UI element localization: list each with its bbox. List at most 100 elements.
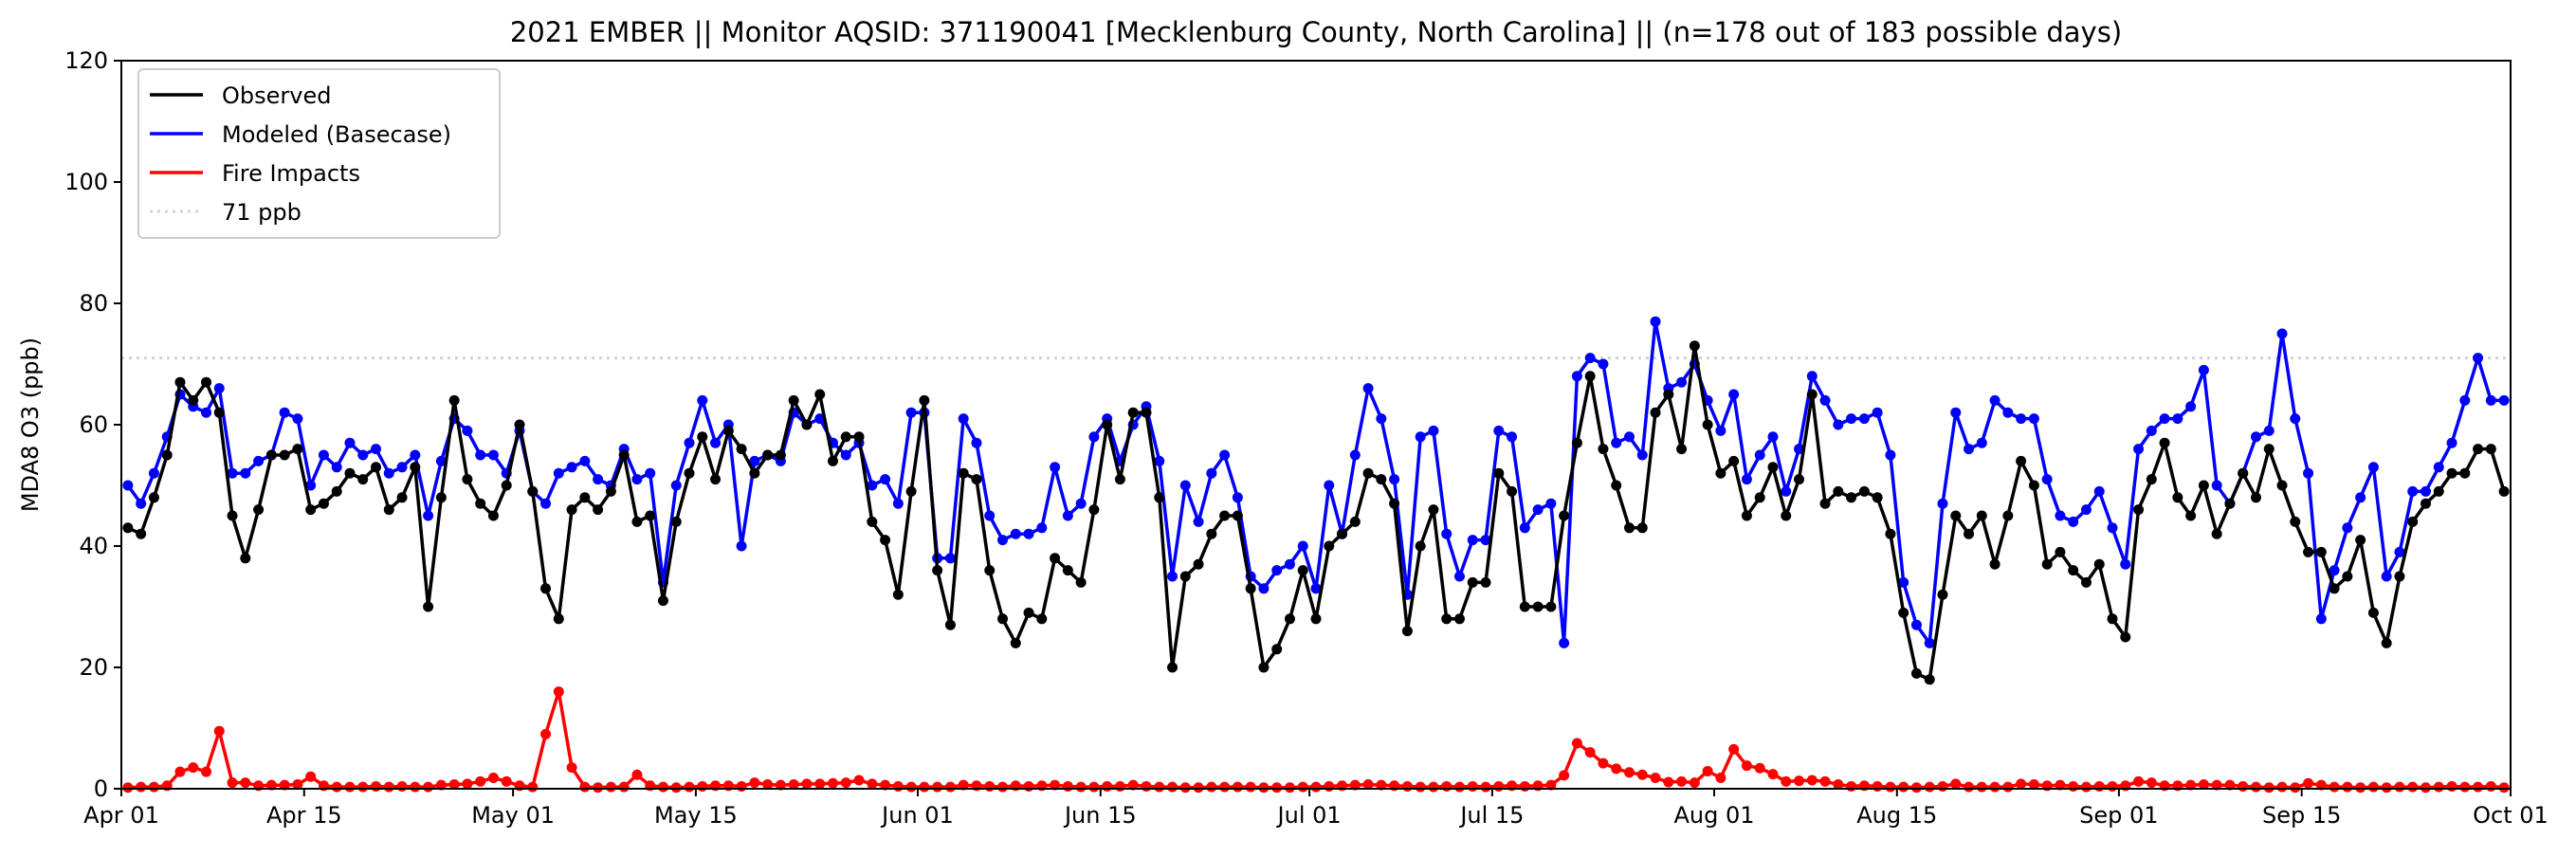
data-point-fire-impacts [1545,779,1557,791]
data-point-fire-impacts [1075,781,1087,793]
data-point-observed [840,431,851,443]
data-point-observed [631,516,643,527]
x-tick-label: Apr 15 [266,802,342,829]
data-point-observed [1650,407,1661,418]
data-point-fire-impacts [2315,779,2327,791]
data-point-fire-impacts [423,781,434,793]
x-tick-label: Oct 01 [2473,802,2549,829]
data-point-fire-impacts [2068,780,2079,792]
data-point-modeled-basecase [1806,371,1818,382]
data-point-fire-impacts [2146,777,2157,789]
data-point-observed [1846,492,1857,503]
data-point-modeled-basecase [1271,565,1283,576]
data-point-modeled-basecase [1898,576,1909,588]
data-point-fire-impacts [1676,775,1688,787]
data-point-observed [292,444,303,455]
data-point-observed [657,595,668,607]
x-tick-label: Aug 01 [1673,802,1754,829]
data-point-observed [762,449,774,461]
data-point-observed [1232,510,1243,521]
data-point-fire-impacts [448,779,460,791]
y-tick-label: 120 [64,47,108,74]
data-point-modeled-basecase [697,394,708,406]
data-point-observed [2055,546,2066,557]
data-point-modeled-basecase [1858,413,1870,425]
data-point-observed [2407,516,2419,527]
data-point-observed [188,394,199,406]
data-point-modeled-basecase [684,437,695,448]
data-point-modeled-basecase [1571,371,1582,382]
data-point-modeled-basecase [749,455,760,466]
data-point-fire-impacts [697,780,708,792]
data-point-fire-impacts [579,781,591,793]
data-point-modeled-basecase [2459,394,2471,406]
data-point-fire-impacts [1794,775,1805,787]
data-point-modeled-basecase [1258,583,1270,594]
data-point-modeled-basecase [1232,492,1243,503]
data-point-modeled-basecase [487,449,499,461]
data-point-fire-impacts [1258,782,1270,793]
data-point-observed [1950,510,1962,521]
data-point-fire-impacts [1898,781,1909,793]
data-point-observed [2198,480,2209,491]
data-point-modeled-basecase [1010,528,1021,539]
data-point-fire-impacts [749,777,760,789]
data-point-fire-impacts [2185,779,2197,791]
data-point-observed [1141,407,1152,418]
data-point-observed [1663,389,1674,400]
data-point-observed [1584,371,1596,382]
data-point-modeled-basecase [566,462,577,473]
data-point-modeled-basecase [423,510,434,521]
data-point-fire-impacts [344,781,356,793]
data-point-observed [1545,601,1557,612]
data-point-observed [1310,613,1322,625]
data-point-observed [2185,510,2197,521]
data-point-observed [1258,662,1270,673]
data-point-fire-impacts [814,778,826,790]
data-point-observed [2172,492,2183,503]
data-point-modeled-basecase [1415,431,1426,443]
data-point-observed [2367,607,2379,618]
data-point-fire-impacts [1937,780,1948,792]
data-point-observed [1389,498,1400,509]
data-point-observed [1324,540,1335,552]
data-point-observed [344,467,356,479]
data-point-observed [1611,480,1622,491]
data-point-modeled-basecase [997,535,1009,546]
data-point-modeled-basecase [1611,437,1622,448]
data-point-fire-impacts [1441,780,1452,792]
data-point-observed [1898,607,1909,618]
data-point-observed [932,565,943,576]
legend-label-fire: Fire Impacts [222,160,360,187]
data-point-observed [2342,571,2353,582]
data-point-observed [697,431,708,443]
data-point-fire-impacts [213,725,225,737]
data-point-observed [383,504,394,516]
data-point-modeled-basecase [1910,619,1922,630]
data-point-observed [540,583,552,594]
data-point-modeled-basecase [736,540,747,552]
data-point-modeled-basecase [1376,413,1387,425]
data-point-observed [1910,667,1922,679]
data-point-fire-impacts [188,762,199,774]
data-point-observed [1728,455,1740,466]
data-point-observed [2303,546,2314,557]
data-point-observed [2433,485,2444,497]
data-point-fire-impacts [2498,782,2510,793]
data-point-fire-impacts [305,771,317,782]
data-point-fire-impacts [984,780,996,792]
data-point-modeled-basecase [1297,540,1308,552]
data-point-modeled-basecase [2433,462,2444,473]
data-point-modeled-basecase [2159,413,2170,425]
data-point-modeled-basecase [880,474,891,485]
data-point-observed [579,492,591,503]
data-point-modeled-basecase [2420,485,2431,497]
data-point-modeled-basecase [1767,431,1779,443]
data-point-fire-impacts [1689,777,1700,789]
data-point-modeled-basecase [1885,449,1896,461]
data-point-modeled-basecase [2446,437,2457,448]
data-point-observed [919,394,930,406]
data-point-fire-impacts [840,777,851,789]
data-point-modeled-basecase [2107,522,2118,534]
data-point-modeled-basecase [1559,637,1570,648]
